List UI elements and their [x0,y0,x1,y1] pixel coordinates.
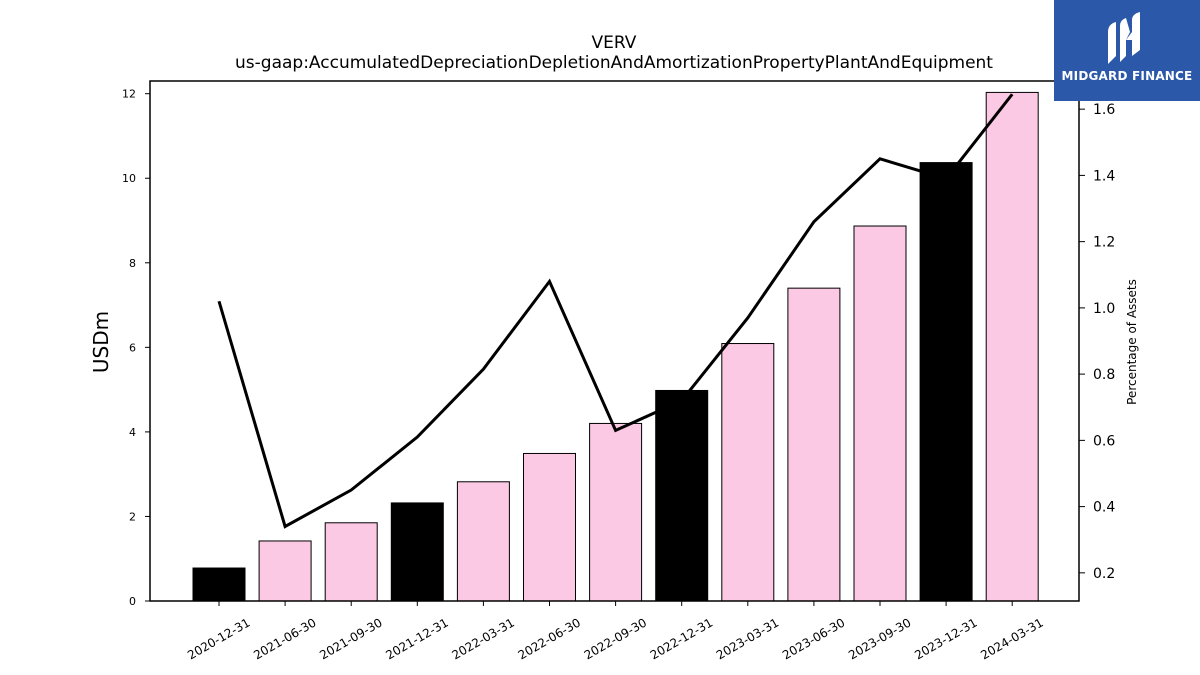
x-tick-label: 2023-06-30 [780,615,847,662]
chart-title: VERV [592,33,637,53]
chart-subtitle: us-gaap:AccumulatedDepreciationDepletion… [235,53,993,73]
bar-2023-06-30 [787,287,841,602]
y-axis-label: USDm [89,311,113,373]
x-tick-label: 2021-09-30 [317,615,384,662]
plot-frame [149,80,1080,602]
y-tick-label: 2 [129,510,136,523]
x-tick-label: 2022-06-30 [516,615,583,662]
x-tick-label: 2022-09-30 [582,615,649,662]
y2-tick-label: 0.6 [1093,433,1115,449]
bar-2022-03-31 [456,481,510,602]
brand-name: MIDGARD FINANCE [1061,69,1193,83]
y-tick-label: 6 [129,341,136,354]
x-tick-label: 2021-06-30 [251,615,318,662]
y-tick-label: 8 [129,257,136,270]
y2-tick-label: 0.2 [1093,566,1115,582]
y-tick-label: 0 [129,595,136,608]
y-tick-label: 4 [129,426,136,439]
bar-2023-03-31 [721,343,775,602]
bar-2023-12-31 [919,162,973,602]
y2-tick-label: 0.8 [1093,367,1115,383]
bar-2022-09-30 [589,422,643,602]
y2-tick-label: 0.4 [1093,500,1115,516]
bar-2021-09-30 [324,522,378,602]
bar-2023-09-30 [853,225,907,602]
x-tick-label: 2022-03-31 [449,615,516,662]
x-tick-label: 2020-12-31 [185,615,252,662]
y2-tick-label: 1.2 [1093,235,1115,251]
y2-tick-label: 1.6 [1093,102,1115,118]
bar-2022-12-31 [655,389,709,602]
x-tick-label: 2024-03-31 [978,615,1045,662]
y-axis-ticks: 0 2 4 6 8 10 12 [122,88,150,608]
y2-axis-label: Percentage of Assets [1125,279,1139,405]
y2-axis-ticks: 0.2 0.4 0.6 0.8 1.0 1.2 1.4 1.6 [1079,102,1115,582]
bar-2022-06-30 [523,452,576,602]
x-tick-label: 2022-12-31 [648,615,715,662]
y2-tick-label: 1.4 [1093,168,1115,184]
bar-2020-12-31 [192,567,246,602]
brand-logo: MIDGARD FINANCE [1054,0,1200,101]
x-tick-label: 2021-12-31 [383,615,450,662]
line-series [217,93,1014,529]
midgard-logo-icon [1108,12,1140,64]
bar-2024-03-31 [985,91,1039,602]
x-tick-label: 2023-09-30 [846,615,913,662]
x-axis-ticks: 2020-12-312021-06-302021-09-302021-12-31… [185,601,1046,662]
y-tick-label: 12 [122,88,136,101]
x-tick-label: 2023-12-31 [912,615,979,662]
bar-2021-06-30 [258,540,312,602]
x-tick-label: 2023-03-31 [714,615,781,662]
y-tick-label: 10 [122,172,136,185]
bar-2021-12-31 [390,502,444,602]
bar-series [192,91,1039,602]
y2-tick-label: 1.0 [1093,301,1115,317]
